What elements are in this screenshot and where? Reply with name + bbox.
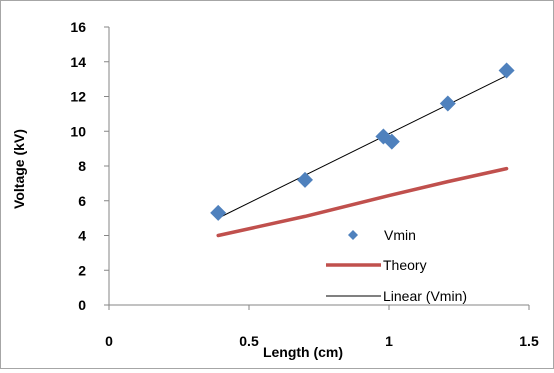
data-point-vmin <box>439 95 456 112</box>
x-tick-label: 1 <box>385 333 393 349</box>
legend-label: Linear (Vmin) <box>383 288 467 304</box>
y-tick-label: 4 <box>78 228 86 244</box>
x-axis-title: Length (cm) <box>263 344 343 360</box>
y-tick-label: 2 <box>78 262 86 278</box>
y-tick-label: 12 <box>70 89 86 105</box>
x-tick-label: 0.5 <box>239 333 259 349</box>
series-layer <box>210 62 515 238</box>
y-axis-ticks: 0 2 4 6 8 10 12 14 16 <box>70 19 109 313</box>
legend-marker-vmin <box>348 230 358 240</box>
x-tick-label: 0 <box>105 333 113 349</box>
legend: Vmin Theory Linear (Vmin) <box>326 227 467 304</box>
y-tick-label: 0 <box>78 297 86 313</box>
x-tick-label: 1.5 <box>519 333 539 349</box>
data-point-vmin <box>498 62 515 79</box>
y-tick-label: 16 <box>70 19 86 35</box>
trendline-linear-vmin <box>217 75 508 219</box>
y-axis-title: Voltage (kV) <box>11 129 27 209</box>
legend-label: Theory <box>383 257 427 273</box>
data-point-vmin <box>210 204 227 221</box>
legend-label: Vmin <box>384 227 416 243</box>
y-tick-label: 8 <box>78 158 86 174</box>
x-axis-ticks: 0 0.5 1 1.5 <box>105 305 539 349</box>
data-point-vmin <box>297 171 313 188</box>
series-line-theory <box>216 166 509 238</box>
y-tick-label: 6 <box>78 193 86 209</box>
y-tick-label: 10 <box>70 123 86 139</box>
data-point-vmin <box>383 133 400 150</box>
y-tick-label: 14 <box>70 54 86 70</box>
